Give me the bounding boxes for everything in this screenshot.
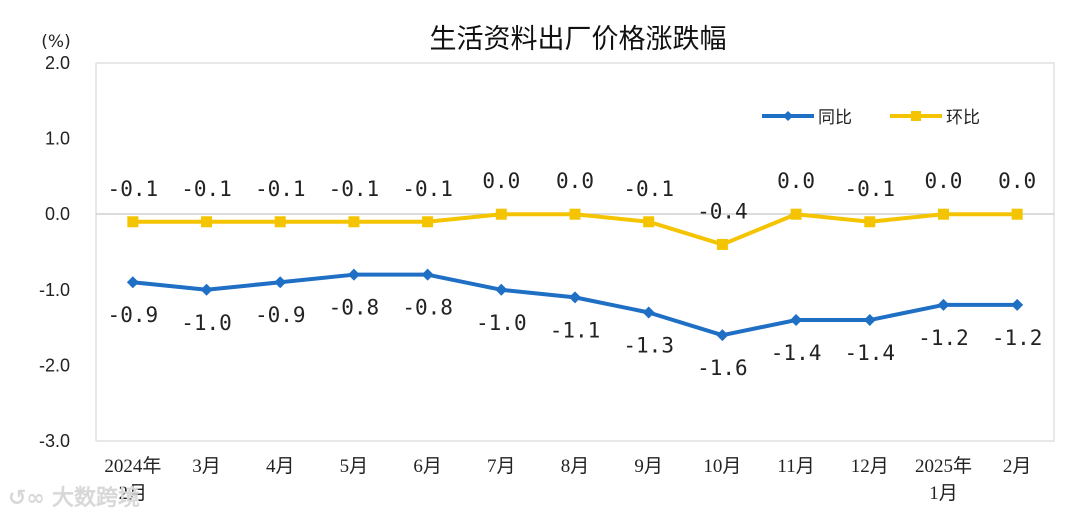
data-label: -1.3 bbox=[623, 333, 674, 357]
x-tick-label: 8月 bbox=[561, 456, 590, 477]
watermark-logo-icon: ↺∞ bbox=[8, 486, 45, 511]
data-label: -1.2 bbox=[918, 326, 969, 350]
y-tick-label: 0.0 bbox=[45, 204, 70, 224]
data-point bbox=[1011, 298, 1024, 311]
x-tick-label: 2024年 2月 bbox=[104, 455, 161, 504]
x-tick-label: 12月 bbox=[851, 456, 889, 477]
data-label: -0.1 bbox=[255, 177, 306, 201]
y-tick-label: -3.0 bbox=[39, 431, 70, 451]
legend-item: 环比 bbox=[890, 108, 980, 128]
data-point bbox=[274, 216, 286, 228]
x-tick-label: 5月 bbox=[340, 456, 369, 477]
data-label: -1.0 bbox=[476, 311, 527, 335]
data-point bbox=[790, 314, 803, 327]
data-label: -0.9 bbox=[255, 303, 306, 327]
data-label: -1.2 bbox=[992, 326, 1043, 350]
watermark: ↺∞ 大数跨境 bbox=[8, 485, 140, 511]
data-point bbox=[569, 291, 581, 304]
data-point bbox=[495, 208, 507, 220]
data-point bbox=[495, 283, 508, 296]
data-label: -0.1 bbox=[181, 177, 232, 201]
x-axis-ticks: 2024年 2月 3月 4月 5月 6月 7月 8月 9月 10月 11月 12月 2025年 1月 2月 bbox=[104, 455, 1031, 504]
y-axis-ticks: 2.0 1.0 0.0 -1.0 -2.0 -3.0 bbox=[39, 53, 70, 451]
legend-label: 同比 bbox=[818, 108, 852, 128]
y-tick-label: 2.0 bbox=[45, 53, 70, 73]
data-label: -0.1 bbox=[623, 177, 674, 201]
data-label: 0.0 bbox=[556, 169, 594, 193]
data-label: -0.4 bbox=[697, 199, 748, 223]
x-tick-label: 2025年 1月 bbox=[915, 455, 972, 504]
data-point bbox=[126, 276, 139, 289]
data-point bbox=[790, 208, 802, 220]
plot-area bbox=[95, 62, 1055, 442]
legend-label: 环比 bbox=[946, 108, 980, 128]
data-point bbox=[421, 268, 434, 281]
data-label: -0.8 bbox=[402, 296, 453, 320]
data-label: -0.1 bbox=[402, 177, 453, 201]
x-tick-label: 3月 bbox=[192, 456, 221, 477]
data-point bbox=[274, 276, 287, 289]
y-tick-label: -2.0 bbox=[39, 355, 70, 375]
x-tick-label: 2月 bbox=[1003, 456, 1032, 477]
x-tick-label: 11月 bbox=[777, 456, 814, 477]
data-point bbox=[127, 216, 139, 228]
data-label: -1.4 bbox=[771, 341, 822, 365]
data-point bbox=[864, 216, 876, 228]
y-unit-label: (%) bbox=[41, 32, 70, 52]
data-label: 0.0 bbox=[998, 169, 1036, 193]
data-label: -0.1 bbox=[108, 177, 159, 201]
y-tick-label: -1.0 bbox=[39, 280, 70, 300]
data-point bbox=[348, 216, 360, 228]
data-label: -0.1 bbox=[844, 177, 895, 201]
data-point bbox=[422, 216, 434, 228]
x-tick-label: 10月 bbox=[703, 456, 741, 477]
data-label: 0.0 bbox=[924, 169, 962, 193]
x-tick-label: 7月 bbox=[487, 456, 516, 477]
legend: 同比 环比 bbox=[762, 108, 980, 128]
x-tick-label: 9月 bbox=[634, 456, 663, 477]
data-point bbox=[347, 268, 360, 281]
data-point bbox=[863, 314, 876, 327]
data-label: -1.4 bbox=[844, 341, 895, 365]
chart-title: 生活资料出厂价格涨跌幅 bbox=[430, 24, 727, 55]
data-label: -1.1 bbox=[550, 318, 601, 342]
data-label: -0.9 bbox=[108, 303, 159, 327]
legend-item: 同比 bbox=[762, 108, 852, 128]
data-label: -0.1 bbox=[329, 177, 380, 201]
data-point bbox=[642, 306, 655, 319]
y-tick-label: 1.0 bbox=[45, 129, 70, 149]
data-label: 0.0 bbox=[777, 169, 815, 193]
data-point bbox=[200, 283, 213, 296]
x-tick-label: 6月 bbox=[413, 456, 442, 477]
data-point bbox=[643, 216, 655, 228]
data-label: -1.6 bbox=[697, 356, 748, 380]
data-label: -1.0 bbox=[181, 311, 232, 335]
series-yoy: -0.9 -1.0 -0.9 -0.8 -0.8 -1.0 -1.1 -1.3 -1.6 -1.4… bbox=[108, 268, 1043, 380]
legend-marker bbox=[783, 111, 793, 121]
watermark-text: 大数跨境 bbox=[52, 485, 140, 511]
data-point bbox=[716, 329, 729, 342]
data-label: -0.8 bbox=[329, 296, 380, 320]
data-point bbox=[937, 208, 949, 220]
data-point bbox=[937, 298, 950, 311]
data-point bbox=[716, 238, 728, 250]
x-tick-label: 4月 bbox=[266, 456, 295, 477]
data-label: 0.0 bbox=[482, 169, 520, 193]
series-layer: -0.9 -1.0 -0.9 -0.8 -0.8 -1.0 -1.1 -1.3 -1.6 -1.4… bbox=[108, 169, 1043, 380]
legend-marker bbox=[911, 111, 921, 121]
series-mom: -0.1 -0.1 -0.1 -0.1 -0.1 0.0 0.0 -0.1 -0.4 0.0 -0.… bbox=[108, 169, 1036, 250]
data-point bbox=[201, 216, 213, 228]
data-point bbox=[569, 208, 581, 220]
data-point bbox=[1011, 208, 1023, 220]
